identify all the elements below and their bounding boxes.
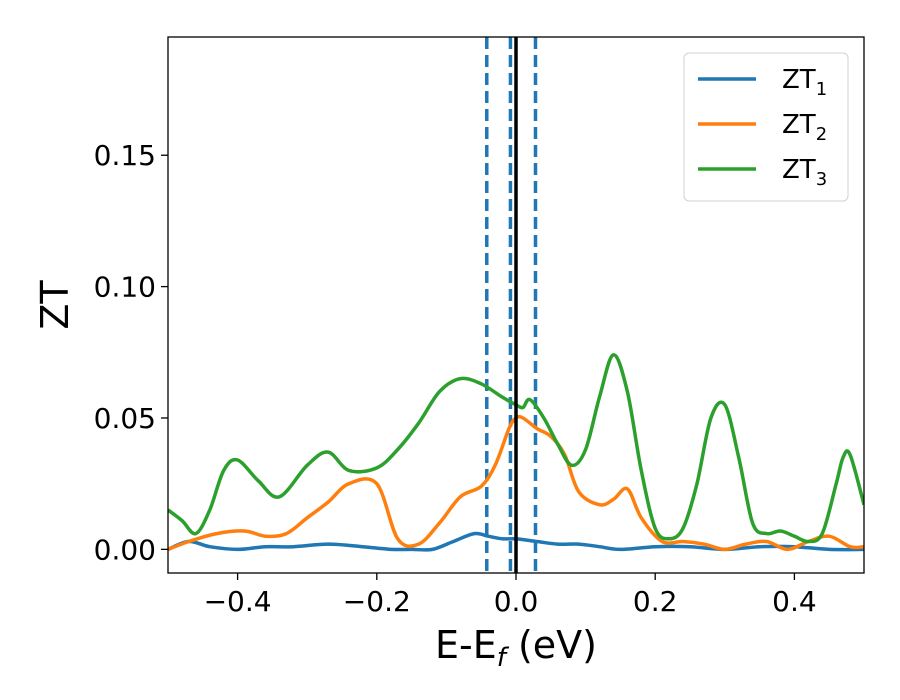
series-line-zt1 [168, 531, 864, 552]
legend: ZT1 ZT2 ZT3 [683, 52, 849, 202]
x-axis-title: E-Ef (eV) [435, 623, 597, 673]
x-tick-label: 0.2 [633, 585, 678, 618]
series-layer [168, 37, 864, 573]
y-tick-label: 0.15 [94, 139, 156, 172]
legend-label-zt1: ZT1 [782, 65, 827, 100]
y-axis-title: ZT [33, 280, 77, 330]
y-tick-label: 0.10 [94, 271, 156, 304]
y-axis: 0.00 0.05 0.10 0.15 [94, 139, 168, 566]
legend-label-zt2: ZT2 [782, 110, 827, 145]
y-tick-label: 0.00 [94, 533, 156, 566]
x-tick-label: −0.4 [204, 585, 272, 618]
x-tick-label: −0.2 [343, 585, 411, 618]
legend-label-zt3: ZT3 [782, 155, 827, 190]
y-tick-label: 0.05 [94, 402, 156, 435]
x-tick-label: 0.4 [772, 585, 817, 618]
reference-lines [485, 37, 538, 573]
series-line-zt3 [168, 353, 864, 544]
x-tick-label: 0.0 [494, 585, 539, 618]
legend-box [683, 52, 849, 202]
series-line-zt2 [168, 414, 864, 552]
x-axis: −0.4 −0.2 0.0 0.2 0.4 [204, 573, 817, 618]
